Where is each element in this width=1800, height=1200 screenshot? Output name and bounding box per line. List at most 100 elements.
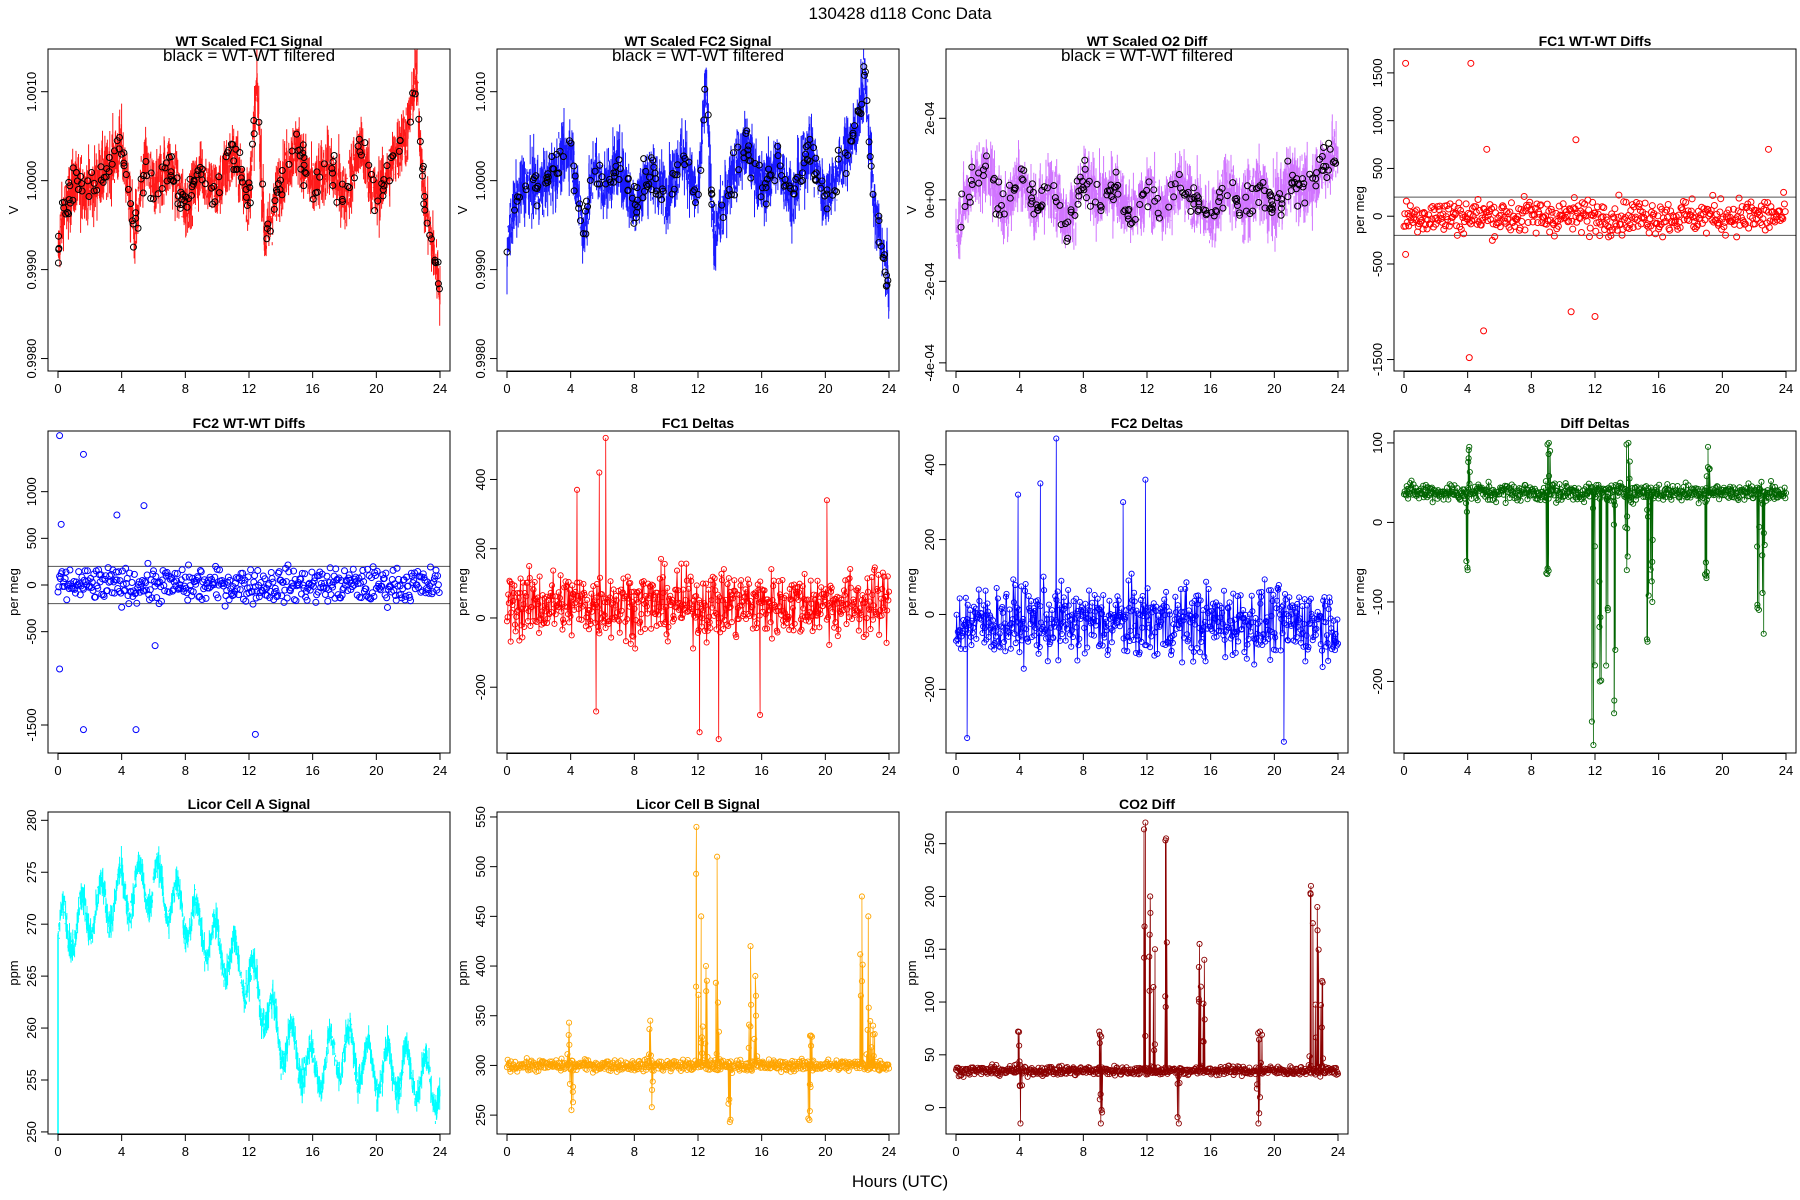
data-point (1664, 200, 1672, 208)
data-point (1648, 578, 1655, 585)
data-point (1015, 606, 1022, 613)
data-point (1522, 482, 1529, 489)
data-point (370, 593, 378, 601)
data-point (824, 614, 832, 621)
filtered-point (879, 253, 887, 261)
data-point (805, 1115, 812, 1122)
data-point (1542, 497, 1549, 504)
data-point (1086, 587, 1093, 594)
data-point (805, 618, 812, 625)
data-point (569, 1099, 577, 1106)
filtered-point (858, 100, 866, 108)
data-point (828, 588, 835, 595)
filtered-point (1000, 210, 1008, 218)
data-point (200, 576, 208, 584)
data-point (1309, 613, 1316, 620)
x-tick-label: 20 (1267, 381, 1281, 396)
data-point (1161, 596, 1168, 603)
data-point (1066, 612, 1073, 619)
filtered-point (797, 177, 805, 185)
data-point (1600, 204, 1608, 212)
data-point (1192, 621, 1199, 628)
data-series (506, 49, 890, 319)
filtered-point (610, 169, 618, 177)
x-tick-label: 12 (691, 763, 705, 778)
filtered-point (553, 169, 561, 177)
x-tick-label: 0 (952, 763, 959, 778)
filtered-point (147, 169, 155, 177)
data-point (738, 577, 745, 584)
filtered-point (263, 225, 271, 233)
data-point (184, 596, 192, 604)
data-point (1514, 497, 1521, 504)
data-point (1120, 499, 1127, 506)
data-point (720, 625, 727, 633)
data-point (1031, 607, 1038, 615)
x-tick-label: 20 (1715, 763, 1729, 778)
data-point (783, 619, 790, 627)
data-point (1264, 614, 1271, 621)
data-point (1232, 649, 1239, 656)
filtered-point (515, 193, 523, 201)
data-point (865, 1004, 872, 1011)
filtered-point (411, 90, 419, 98)
data-point (1596, 678, 1603, 685)
data-point (536, 573, 543, 580)
data-point (1629, 484, 1636, 492)
filtered-point (1325, 139, 1333, 147)
data-point (1597, 220, 1605, 228)
filtered-point (700, 116, 708, 124)
filtered-point (596, 161, 604, 169)
data-point (1455, 199, 1463, 207)
data-point (994, 595, 1001, 602)
data-point (360, 578, 368, 586)
data-point (425, 589, 433, 597)
data-point (1545, 472, 1553, 480)
filtered-point (1170, 193, 1178, 201)
data-point (1703, 572, 1710, 579)
data-point (746, 612, 753, 619)
data-point (152, 572, 160, 580)
data-point (828, 584, 835, 592)
data-point (1729, 205, 1737, 213)
data-point (1671, 217, 1679, 225)
data-point (542, 602, 549, 609)
filtered-point (1306, 170, 1314, 178)
data-point (1040, 573, 1047, 580)
data-point (602, 624, 609, 632)
filtered-point (818, 177, 826, 185)
filtered-point (1261, 187, 1269, 195)
filtered-point (110, 147, 118, 155)
filtered-point (1256, 182, 1264, 190)
x-tick-label: 0 (952, 381, 959, 396)
data-point (1016, 1028, 1023, 1036)
data-point (1465, 455, 1472, 462)
data-point (75, 568, 83, 576)
data-point (1004, 627, 1011, 634)
data-point (806, 1108, 813, 1115)
data-point (1744, 486, 1751, 493)
filtered-point (78, 179, 86, 187)
data-point (556, 594, 564, 602)
data-point (651, 600, 658, 607)
data-point (654, 589, 661, 596)
filtered-point (134, 224, 142, 232)
data-point (844, 606, 851, 613)
data-point (555, 604, 562, 611)
data-point (1196, 940, 1203, 948)
data-point (1166, 608, 1173, 615)
filtered-point (979, 166, 987, 174)
data-point (1651, 230, 1659, 238)
data-point (859, 592, 866, 599)
data-point (1759, 500, 1766, 508)
data-point (862, 594, 869, 601)
data-point (1702, 229, 1710, 237)
filtered-point (242, 193, 250, 201)
filtered-point (361, 139, 369, 147)
data-point (885, 1061, 892, 1068)
data-point (676, 599, 683, 606)
filtered-point (297, 165, 305, 173)
filtered-point (215, 173, 223, 181)
x-tick-label: 8 (1080, 381, 1087, 396)
data-point (1096, 1039, 1103, 1047)
